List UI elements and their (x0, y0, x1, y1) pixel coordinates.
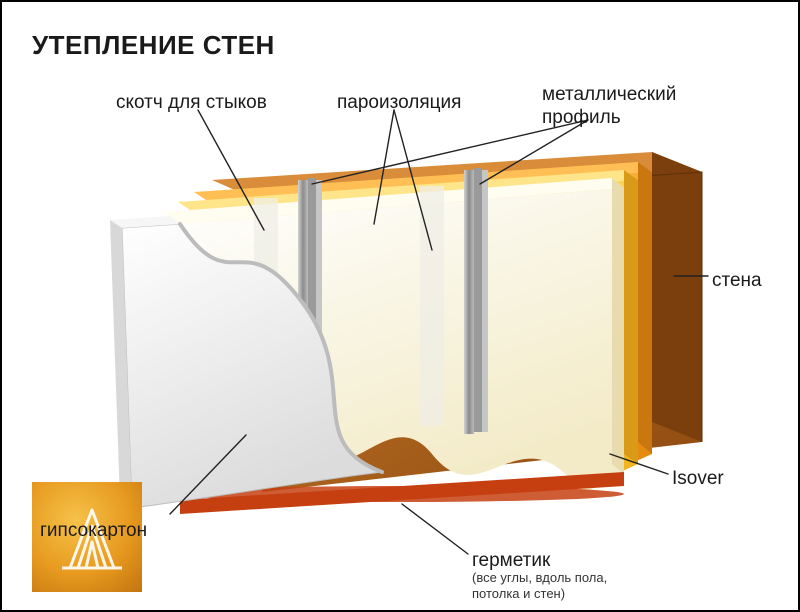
label-drywall: гипсокартон (40, 520, 147, 542)
label-wall: стена (712, 270, 762, 293)
metal-profile-2 (464, 168, 488, 434)
label-vapor: пароизоляция (337, 92, 461, 115)
label-isover: Isover (672, 468, 724, 491)
label-tape: скотч для стыков (116, 92, 267, 115)
diagram-frame: УТЕПЛЕНИЕ СТЕН (0, 0, 800, 612)
label-sealant-sub: (все углы, вдоль пола, потолка и стен) (472, 570, 607, 601)
diagram-title: УТЕПЛЕНИЕ СТЕН (32, 30, 275, 61)
label-profile: металлический профиль (542, 84, 676, 130)
